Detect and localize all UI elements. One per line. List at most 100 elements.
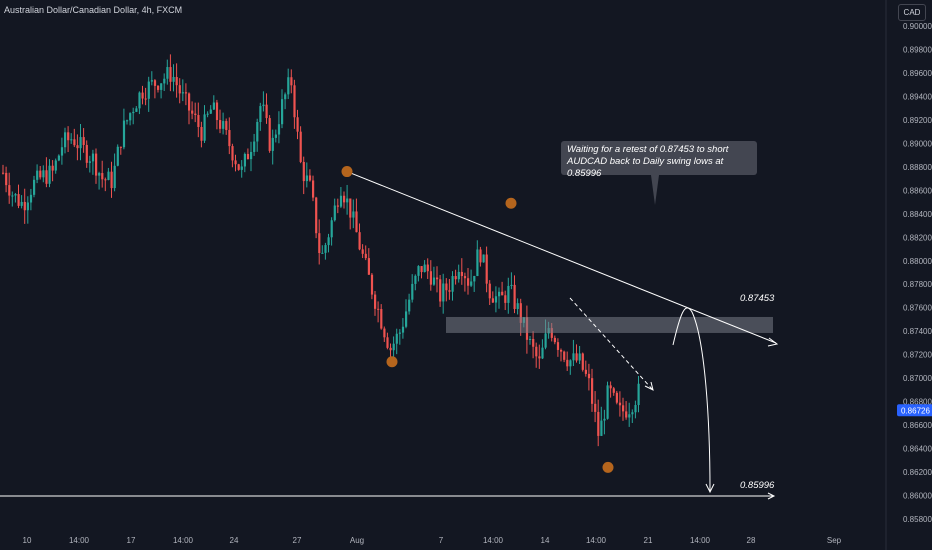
candle-body (64, 132, 67, 148)
candle-body (262, 104, 265, 107)
candle-body (57, 155, 60, 161)
candle-body (194, 113, 197, 116)
candle-body (445, 283, 448, 291)
candle-body (85, 144, 88, 163)
candle-body (625, 411, 628, 418)
y-tick-label: 0.88800 (903, 163, 932, 172)
candle-body (271, 137, 274, 151)
candle-body (163, 78, 166, 84)
candle-body (175, 76, 178, 86)
candle-body (457, 271, 460, 280)
candle-body (609, 385, 612, 389)
candle-body (600, 420, 603, 436)
candle-body (17, 194, 20, 206)
candle-body (361, 249, 364, 254)
candle-body (392, 343, 395, 351)
candle-body (578, 353, 581, 361)
candle-body (367, 258, 370, 275)
candle-body (364, 253, 367, 259)
candle-body (346, 198, 349, 203)
candle-body (147, 81, 150, 99)
candle-body (408, 299, 411, 312)
last-price-badge (897, 404, 932, 417)
candle-body (119, 146, 122, 148)
candle-body (318, 233, 321, 254)
annotation-callout[interactable]: Waiting for a retest of 0.87453 to short… (561, 141, 757, 179)
candle-body (556, 342, 560, 350)
y-tick-label: 0.87000 (903, 374, 932, 383)
candle-body (426, 264, 429, 272)
y-tick-label: 0.88400 (903, 210, 932, 219)
candle-body (305, 175, 308, 182)
x-tick-label: 14 (541, 536, 550, 545)
candle-body (231, 146, 234, 161)
candle-body (150, 80, 153, 82)
candle-body (200, 126, 203, 141)
forecast-arrow (705, 483, 715, 494)
candle-body (234, 160, 237, 165)
candle-body (349, 198, 352, 218)
candle-body (33, 179, 36, 195)
annotation-line-2: AUDCAD back to Daily swing lows at 0.859… (567, 156, 724, 179)
y-tick-label: 0.89600 (903, 69, 932, 78)
candle-body (321, 252, 324, 254)
candle-body (423, 264, 426, 273)
candle-body (330, 220, 333, 238)
candle-body (293, 85, 296, 118)
candle-body (398, 332, 401, 334)
candle-body (222, 121, 225, 129)
candle-body (302, 161, 305, 182)
candle-body (219, 120, 222, 129)
candle-body (206, 113, 209, 115)
last-price-label: 0.86726 (901, 406, 930, 415)
candle-body (429, 271, 432, 285)
candle-body (268, 118, 271, 151)
candle-body (95, 153, 98, 176)
candle-body (274, 134, 277, 138)
candle-body (82, 137, 85, 145)
swing-marker (505, 197, 517, 209)
candle-body (535, 346, 538, 357)
candle-body (516, 303, 519, 309)
candle-body (324, 245, 327, 253)
candle-body (91, 153, 95, 162)
candle-body (479, 249, 482, 263)
candle-body (122, 120, 126, 148)
candle-body (259, 106, 262, 123)
price-axis[interactable]: 0.90000 0.89800 0.89600 0.89400 0.89200 0.890… (885, 0, 932, 550)
candle-body (584, 369, 587, 374)
candle-body (138, 92, 141, 109)
candle-body (491, 298, 494, 303)
candle-body (67, 132, 70, 141)
candle-body (510, 284, 513, 286)
candle-body (26, 202, 29, 211)
candle-body (541, 347, 544, 359)
candle-body (519, 303, 522, 323)
x-tick-label: Aug (350, 536, 364, 545)
time-axis[interactable]: 10 14:00 17 14:00 24 27 Aug 7 14:00 14 14:00 21 14:0… (23, 536, 842, 545)
candle-body (296, 117, 299, 132)
swing-marker (341, 166, 353, 178)
candle-body (11, 195, 14, 197)
currency-button[interactable]: CAD (898, 4, 926, 21)
candle-body (54, 160, 57, 171)
candle-body (355, 211, 358, 233)
candle-body (98, 173, 101, 176)
candle-body (70, 139, 73, 141)
candle-body (476, 249, 479, 277)
candle-body (591, 378, 594, 404)
x-tick-label: Sep (827, 536, 842, 545)
candle-body (327, 237, 330, 246)
candle-body (184, 92, 188, 94)
annotation-line-1: Waiting for a retest of 0.87453 to short (567, 144, 729, 155)
candle-body (79, 137, 82, 149)
candle-body (256, 122, 259, 142)
candle-body (594, 403, 597, 412)
candle-body (482, 254, 485, 263)
candle-body (243, 153, 246, 167)
target-label: 0.85996 (740, 480, 775, 491)
candle-body (101, 173, 104, 180)
candle-body (126, 120, 129, 122)
y-tick-label: 0.89400 (903, 92, 932, 101)
